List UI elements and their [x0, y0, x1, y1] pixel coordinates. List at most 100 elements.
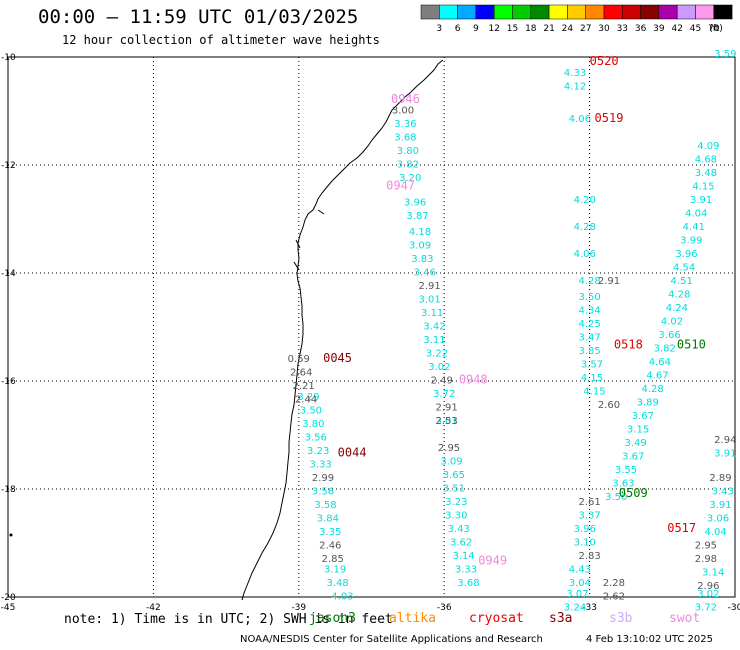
wave-height-value: 4.24 — [666, 303, 688, 314]
wave-height-value: 3.51 — [443, 484, 465, 495]
wave-height-value: 4.33 — [564, 68, 586, 79]
wave-height-value: 4.15 — [692, 181, 714, 192]
wave-height-value: 3.63 — [612, 478, 634, 489]
wave-height-value: 4.43 — [569, 565, 591, 576]
colorbar-tick-label: 18 — [525, 24, 537, 34]
latitude-tick-label: -18 — [1, 485, 16, 495]
wave-height-value: 4.18 — [409, 227, 431, 238]
wave-height-value: 3.23 — [445, 497, 467, 508]
wave-height-value: 3.67 — [632, 411, 654, 422]
satellite-legend-swot: swot — [669, 611, 701, 626]
wave-height-value: 3.35 — [319, 527, 341, 538]
low-wave-height-value: 2.95 — [695, 540, 717, 551]
wave-height-value: 4.06 — [574, 249, 596, 260]
wave-height-value: 4.34 — [578, 306, 600, 317]
wave-height-value: 4.12 — [564, 81, 586, 92]
wave-height-value: 4.06 — [569, 114, 591, 125]
low-wave-height-value: 2.61 — [578, 497, 600, 508]
wave-height-value: 3.09 — [440, 457, 462, 468]
wave-height-value: 4.02 — [661, 316, 683, 327]
wave-height-value: 3.89 — [637, 397, 659, 408]
low-wave-height-value: 2.98 — [695, 554, 717, 565]
wave-height-value: 3.56 — [305, 432, 327, 443]
low-wave-height-value: 2.89 — [709, 473, 731, 484]
wave-height-value: 4.41 — [683, 222, 705, 233]
colorbar-tick-label: 15 — [507, 24, 518, 34]
satellite-legend-altika: altika — [389, 611, 436, 626]
satellite-legend: jason3 altika cryosat s3a s3b swot — [0, 611, 740, 631]
low-wave-height-value: 2.96 — [697, 581, 719, 592]
low-wave-height-value: 2.44 — [295, 395, 317, 406]
wave-height-value: 3.96 — [675, 249, 697, 260]
wave-height-value: 3.50 — [578, 292, 600, 303]
wave-height-value: 3.68 — [394, 133, 416, 144]
colorbar-tick-label: 21 — [543, 24, 554, 34]
wave-height-value: 3.87 — [406, 211, 428, 222]
wave-height-value: 3.42 — [423, 322, 445, 333]
wave-height-value: 3.80 — [302, 419, 324, 430]
wave-height-colorbar: 3 6 9 12 15 18 21 24 27 30 33 36 39 42 45 70(ft) — [420, 4, 733, 34]
wave-height-value: 3.99 — [680, 235, 702, 246]
colorbar-tick-label: 27 — [580, 24, 591, 34]
wave-height-value: 3.84 — [317, 513, 339, 524]
colorbar-tick-label: 36 — [635, 24, 647, 34]
low-wave-height-value: 2.95 — [438, 443, 460, 454]
low-wave-height-value: 2.91 — [419, 281, 441, 292]
wave-height-value: 3.06 — [707, 513, 729, 524]
page-title: 00:00 – 11:59 UTC 01/03/2025 — [38, 6, 359, 28]
wave-height-value: 3.48 — [695, 168, 717, 179]
wave-height-value: 3.55 — [615, 465, 637, 476]
wave-height-value: 4.28 — [668, 289, 690, 300]
wave-height-value: 3.50 — [300, 405, 322, 416]
coastline — [241, 59, 444, 601]
wave-height-value: 3.11 — [421, 308, 443, 319]
wave-height-value: 3.82 — [654, 343, 676, 354]
low-wave-height-value: 2.49 — [431, 376, 453, 387]
wave-height-value: 3.91 — [690, 195, 712, 206]
low-wave-height-value: 2.99 — [312, 473, 334, 484]
satellite-legend-s3a: s3a — [549, 611, 573, 626]
wave-height-value: 4.15 — [581, 373, 603, 384]
pass-time-label: 0510 — [677, 338, 706, 352]
wave-height-value: 3.33 — [309, 459, 331, 470]
wave-height-value: 3.57 — [581, 360, 603, 371]
wave-height-value: 3.91 — [709, 500, 731, 511]
colorbar-unit-label: (ft) — [709, 24, 723, 34]
wave-height-value: 3.02 — [428, 362, 450, 373]
wave-height-value: 4.04 — [685, 208, 707, 219]
longitude-tick-label: -39 — [291, 603, 306, 613]
low-wave-height-value: 2.21 — [293, 381, 315, 392]
wave-height-value: 3.65 — [443, 470, 465, 481]
page-subtitle: 12 hour collection of altimeter wave hei… — [62, 33, 380, 47]
wave-height-value: 3.85 — [578, 346, 600, 357]
low-wave-height-value: 2.62 — [603, 592, 625, 603]
wave-height-value: 3.56 — [312, 486, 334, 497]
low-wave-height-value: 2.91 — [435, 403, 457, 414]
pass-time-label: 0519 — [595, 111, 624, 125]
wave-height-value: 3.66 — [658, 330, 680, 341]
low-wave-height-value: 2.46 — [319, 540, 341, 551]
wave-height-value: 3.62 — [450, 538, 472, 549]
wave-height-value: 4.67 — [646, 370, 668, 381]
wave-height-value: 4.28 — [578, 276, 600, 287]
wave-height-value: 3.14 — [702, 567, 724, 578]
wave-height-value: 3.82 — [397, 160, 419, 171]
wave-height-value: 3.68 — [457, 578, 479, 589]
latitude-tick-label: -10 — [1, 53, 16, 63]
wave-height-value: 3.72 — [695, 603, 717, 614]
pass-time-label: 0518 — [614, 338, 643, 352]
latitude-tick-label: -12 — [1, 161, 16, 171]
wave-height-value: 3.49 — [625, 438, 647, 449]
pass-time-label: 0044 — [338, 446, 367, 460]
wave-height-value: 4.25 — [578, 319, 600, 330]
pass-time-label: 0045 — [323, 351, 352, 365]
island-marker — [9, 533, 13, 537]
pass-time-label: 0947 — [386, 178, 415, 192]
longitude-tick-label: -42 — [146, 603, 161, 613]
wave-height-value: 3.22 — [426, 349, 448, 360]
low-wave-height-value: 2.53 — [435, 416, 457, 427]
wave-height-value: 3.47 — [578, 333, 600, 344]
pass-time-label: 0509 — [619, 486, 648, 500]
low-wave-height-value: 2.94 — [714, 435, 736, 446]
